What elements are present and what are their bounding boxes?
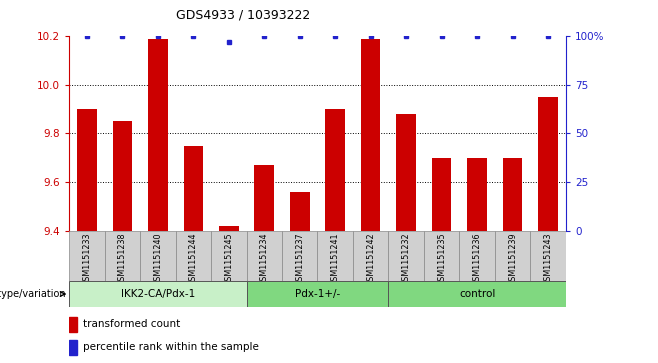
Bar xyxy=(530,231,566,281)
Bar xyxy=(255,165,274,231)
Bar xyxy=(388,231,424,281)
Bar xyxy=(467,158,487,231)
Bar xyxy=(495,231,530,281)
Bar xyxy=(113,121,132,231)
Bar xyxy=(69,231,105,281)
Bar xyxy=(219,226,239,231)
Bar xyxy=(538,97,558,231)
Text: GSM1151237: GSM1151237 xyxy=(295,232,304,286)
Text: Pdx-1+/-: Pdx-1+/- xyxy=(295,289,340,299)
Bar xyxy=(317,231,353,281)
Bar xyxy=(176,231,211,281)
Bar xyxy=(326,109,345,231)
Text: percentile rank within the sample: percentile rank within the sample xyxy=(82,342,259,352)
Text: genotype/variation: genotype/variation xyxy=(0,289,66,299)
Bar xyxy=(353,231,388,281)
Text: GSM1151244: GSM1151244 xyxy=(189,232,198,286)
Bar xyxy=(148,39,168,231)
Text: GDS4933 / 10393222: GDS4933 / 10393222 xyxy=(176,9,310,22)
Bar xyxy=(184,146,203,231)
Text: GSM1151233: GSM1151233 xyxy=(82,232,91,286)
Bar xyxy=(503,158,522,231)
Bar xyxy=(361,39,380,231)
Text: control: control xyxy=(459,289,495,299)
Bar xyxy=(247,281,388,307)
Text: GSM1151241: GSM1151241 xyxy=(331,232,340,286)
Text: GSM1151235: GSM1151235 xyxy=(437,232,446,286)
Text: IKK2-CA/Pdx-1: IKK2-CA/Pdx-1 xyxy=(120,289,195,299)
Text: transformed count: transformed count xyxy=(82,319,180,330)
Bar xyxy=(290,192,309,231)
Bar xyxy=(69,281,247,307)
Bar xyxy=(140,231,176,281)
Text: GSM1151240: GSM1151240 xyxy=(153,232,163,286)
Bar xyxy=(282,231,317,281)
Bar xyxy=(247,231,282,281)
Text: GSM1151232: GSM1151232 xyxy=(401,232,411,286)
Text: GSM1151243: GSM1151243 xyxy=(544,232,553,286)
Bar xyxy=(69,317,76,332)
Bar xyxy=(69,339,76,355)
Bar xyxy=(396,114,416,231)
Bar xyxy=(211,231,247,281)
Text: GSM1151242: GSM1151242 xyxy=(367,232,375,286)
Text: GSM1151245: GSM1151245 xyxy=(224,232,234,286)
Bar xyxy=(424,231,459,281)
Bar xyxy=(77,109,97,231)
Text: GSM1151238: GSM1151238 xyxy=(118,232,127,286)
Bar xyxy=(105,231,140,281)
Bar xyxy=(388,281,566,307)
Text: GSM1151239: GSM1151239 xyxy=(508,232,517,286)
Bar xyxy=(432,158,451,231)
Text: GSM1151234: GSM1151234 xyxy=(260,232,268,286)
Bar xyxy=(459,231,495,281)
Text: GSM1151236: GSM1151236 xyxy=(472,232,482,286)
